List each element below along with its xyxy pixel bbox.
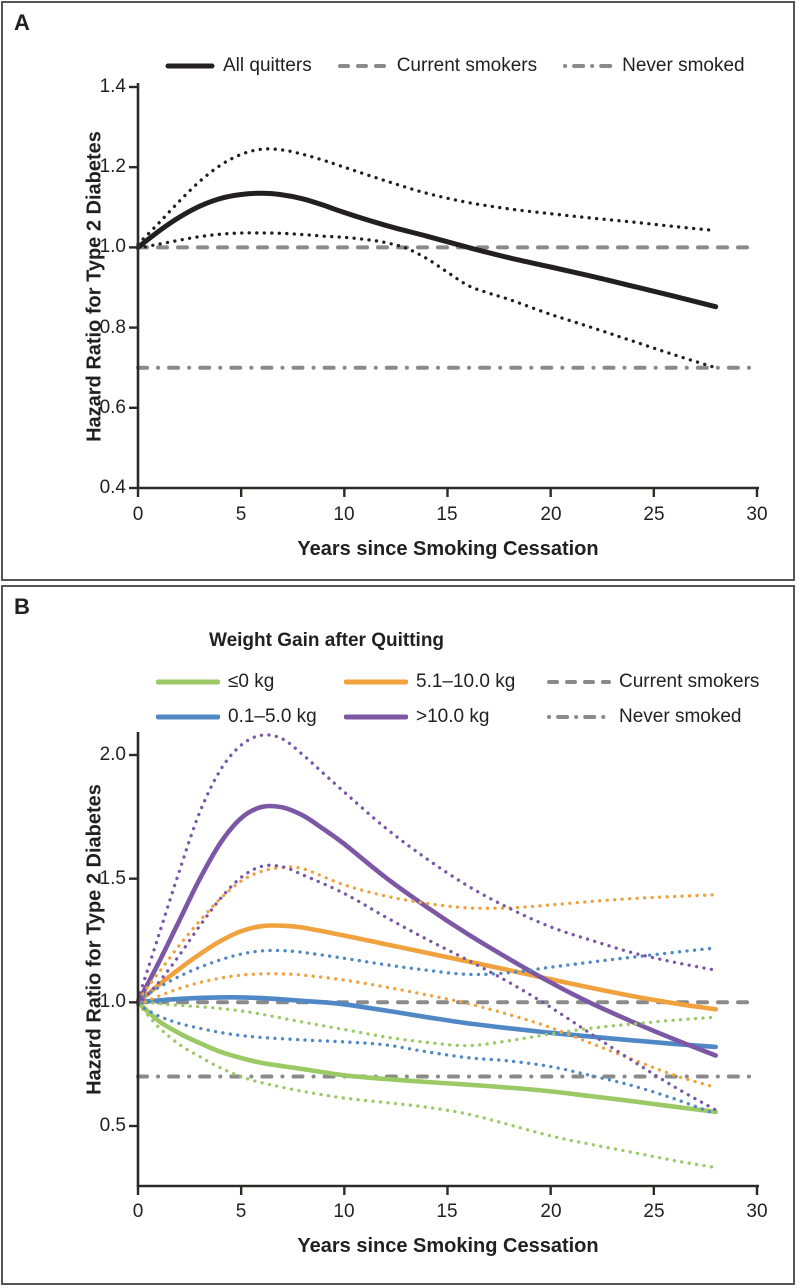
panel-b-y-tick-label-1.5: 1.5 (99, 868, 126, 889)
panel-b-letter: B (14, 594, 30, 619)
gt10kg-line-swatch (344, 714, 408, 720)
legend-item-never-smoked: Never smoked (562, 55, 745, 77)
panel-a-x-tick-label-5: 5 (235, 504, 247, 525)
panel-a-x-tick-label-15: 15 (436, 504, 458, 525)
panel-a-y-axis-label: Hazard Ratio for Type 2 Diabetes (83, 131, 106, 442)
legend-label-le0kg: ≤0 kg (228, 671, 275, 692)
panel-a-x-tick-label-25: 25 (643, 504, 665, 525)
panel-a-y-tick-label-0.4: 0.4 (99, 477, 126, 498)
panel-a-y-tick-label-1.2: 1.2 (99, 156, 126, 177)
legend-item-5-10kg: 5.1–10.0 kg (344, 671, 547, 693)
all-quitters-line-swatch (165, 63, 215, 69)
panel-a-letter: A (14, 10, 30, 35)
never-smoked-dashdot-swatch-b (547, 715, 611, 719)
panel-b-x-tick-label-20: 20 (540, 1201, 562, 1222)
panel-b-0-kg-curve (135, 1000, 718, 1115)
01-5kg-line-swatch (156, 714, 220, 720)
panel-b-x-tick-label-5: 5 (235, 1201, 247, 1222)
panel-b-5-1-10-0-kg-lower-95-ci-curve (136, 972, 718, 1090)
legend-item-current-smokers: Current smokers (337, 55, 537, 77)
panel-b-x-tick-label-0: 0 (132, 1201, 144, 1222)
legend-item-all-quitters: All quitters (165, 55, 312, 77)
panel-b-x-tick-label-15: 15 (436, 1201, 458, 1222)
panel-b-y-tick-label-0.5: 0.5 (99, 1115, 126, 1136)
panel-a-x-tick-label-0: 0 (132, 504, 144, 525)
never-smoked-dashdot-swatch (563, 64, 614, 68)
panel-b-10-0-kg-lower-95-ci-curve (136, 863, 718, 1112)
legend-item-never-smoked-b: Never smoked (547, 706, 759, 728)
panel-a-all-quitters-lower-95-ci-curve (136, 231, 718, 370)
panel-a-y-tick-label-0.8: 0.8 (99, 317, 126, 338)
panel-b-0-1-5-0-kg-curve (135, 995, 718, 1050)
panel-b-x-axis-label: Years since Smoking Cessation (297, 1235, 599, 1257)
panel-b-box (1, 585, 795, 1285)
panel-b-y-axis-label: Hazard Ratio for Type 2 Diabetes (83, 784, 106, 1095)
panel-b-0-1-5-0-kg-lower-95-ci-curve (136, 1003, 718, 1116)
panel-a-x-tick-label-30: 30 (746, 504, 768, 525)
legend-label-gt10kg: >10.0 kg (416, 706, 490, 727)
5-10kg-line-swatch (344, 679, 408, 685)
legend-label-never-smoked-b: Never smoked (619, 706, 742, 727)
panel-b-x-tick-label-30: 30 (746, 1201, 768, 1222)
legend-label-current-smokers: Current smokers (396, 55, 538, 76)
legend-label-5-10kg: 5.1–10.0 kg (416, 671, 516, 692)
le0kg-line-swatch (156, 679, 220, 685)
panel-b-x-tick-label-10: 10 (333, 1201, 355, 1222)
panel-a-x-tick-label-20: 20 (540, 504, 562, 525)
panel-b-y-tick-label-1.0: 1.0 (99, 991, 126, 1012)
panel-a-y-tick-label-1.0: 1.0 (99, 236, 126, 257)
panel-a-all-quitters-upper-95-ci-curve (136, 147, 718, 246)
panel-a-y-tick-label-0.6: 0.6 (99, 397, 126, 418)
panel-b-10-0-kg-upper-95-ci-curve (136, 733, 718, 1002)
current-smokers-dashed-swatch (337, 64, 388, 68)
panel-b-5-1-10-0-kg-curve (135, 923, 718, 1012)
panel-a-x-tick-label-10: 10 (333, 504, 355, 525)
panel-b-x-tick-label-25: 25 (643, 1201, 665, 1222)
panel-a-legend: All quitters Current smokers Never smoke… (165, 55, 745, 77)
panel-b-10-0-kg-curve (135, 803, 718, 1058)
panel-a-y-tick-label-1.4: 1.4 (99, 76, 126, 97)
panel-b-legend-title: Weight Gain after Quitting (209, 630, 445, 651)
panel-b-y-tick-label-2.0: 2.0 (99, 744, 126, 765)
legend-label-current-smokers-b: Current smokers (619, 671, 760, 692)
legend-item-gt10kg: >10.0 kg (344, 706, 547, 728)
panel-b-legend: ≤0 kg 5.1–10.0 kg Current smokers 0.1–5.… (156, 671, 759, 728)
panel-a-all-quitters-curve (135, 190, 719, 310)
panel-b-5-1-10-0-kg-upper-95-ci-curve (136, 865, 718, 1002)
panel-a-x-axis-label: Years since Smoking Cessation (297, 538, 599, 560)
current-smokers-dashed-swatch-b (547, 680, 611, 684)
panel-b-0-1-5-0-kg-upper-95-ci-curve (136, 946, 718, 1002)
panel-b-0-kg-upper-95-ci-curve (136, 999, 718, 1048)
legend-label-never-smoked: Never smoked (622, 55, 745, 76)
legend-item-le0kg: ≤0 kg (156, 671, 344, 693)
legend-label-all-quitters: All quitters (223, 55, 312, 76)
legend-label-01-5kg: 0.1–5.0 kg (228, 706, 317, 727)
panel-b-0-kg-lower-95-ci-curve (136, 1001, 718, 1170)
legend-item-01-5kg: 0.1–5.0 kg (156, 706, 344, 728)
legend-item-current-smokers-b: Current smokers (547, 671, 759, 693)
